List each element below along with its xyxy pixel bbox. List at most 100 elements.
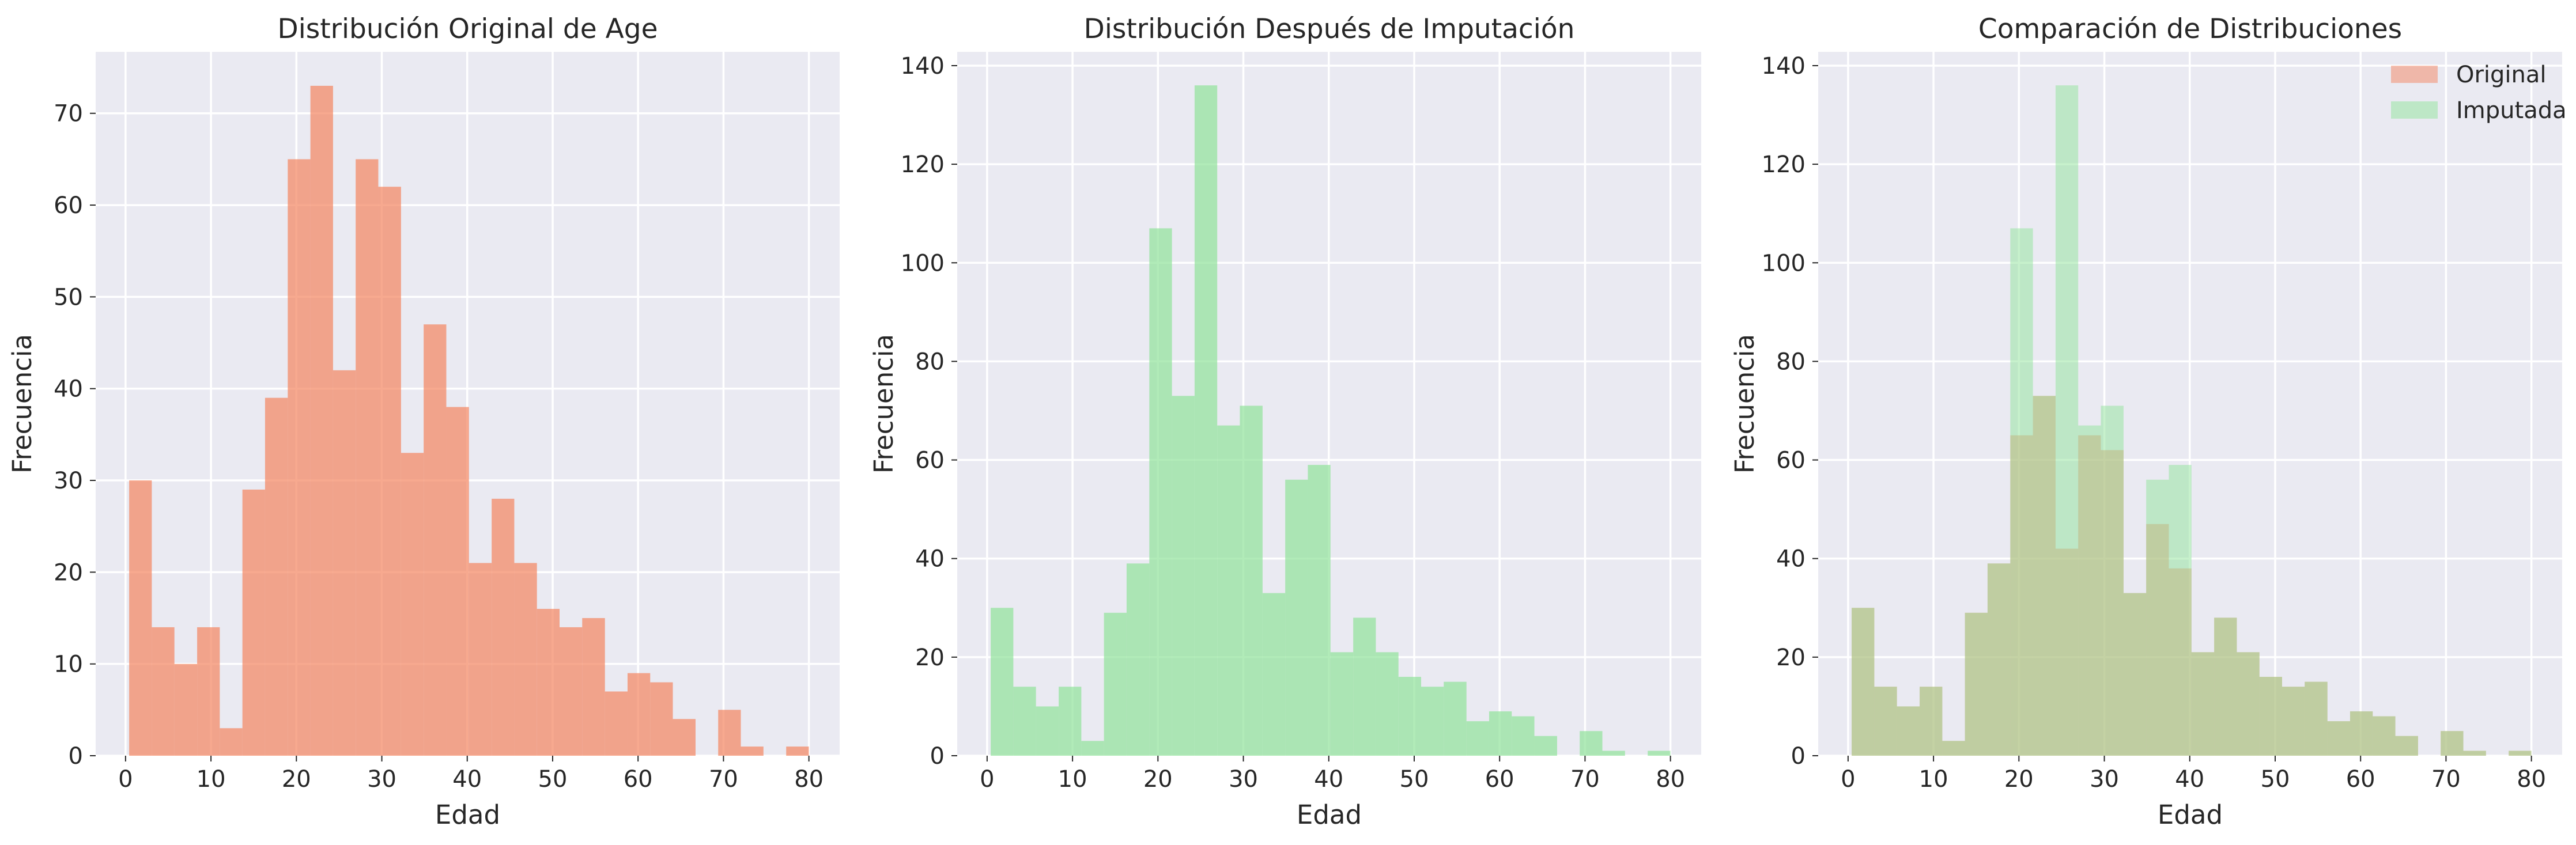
legend-swatch: [2391, 66, 2438, 83]
histogram-bar: [152, 627, 175, 756]
y-tick-label: 10: [54, 651, 83, 678]
histogram-bar: [288, 159, 311, 756]
histogram-bar: [197, 627, 220, 756]
histogram-bar: [1217, 425, 1240, 756]
histogram-bar: [2509, 751, 2532, 756]
x-tick-label: 60: [624, 766, 653, 793]
x-tick-label: 30: [1229, 766, 1258, 793]
x-axis-label: Edad: [435, 799, 500, 830]
histogram-bar: [1987, 563, 2011, 756]
y-tick-label: 20: [54, 559, 83, 586]
y-axis-label: Frecuencia: [868, 334, 899, 473]
histogram-bar: [1466, 721, 1489, 756]
histogram-bar: [991, 608, 1014, 756]
histogram-bar: [174, 664, 198, 756]
histogram-bar: [1534, 736, 1557, 756]
histogram-bar: [2033, 396, 2056, 756]
histogram-bar: [1398, 677, 1421, 756]
histogram-bar: [2169, 465, 2192, 756]
x-tick-label: 80: [2517, 766, 2546, 793]
x-tick-label: 70: [2431, 766, 2461, 793]
y-tick-label: 0: [69, 743, 83, 770]
x-axis-label: Edad: [1297, 799, 1362, 830]
histogram-bar: [356, 159, 379, 756]
x-tick-label: 10: [197, 766, 226, 793]
histogram-bar: [1285, 479, 1308, 756]
x-tick-label: 30: [2090, 766, 2119, 793]
x-tick-label: 20: [282, 766, 311, 793]
x-tick-label: 40: [2175, 766, 2204, 793]
legend: Original Imputada: [2391, 62, 2567, 124]
x-tick-label: 40: [452, 766, 482, 793]
histogram-bar: [2373, 716, 2396, 756]
histogram-bar: [1897, 706, 1920, 756]
histogram-bar: [446, 407, 469, 756]
histogram-bar: [1194, 85, 1218, 756]
histogram-bar: [1353, 617, 1376, 756]
histogram-bar: [220, 728, 243, 756]
histogram-bar: [2237, 652, 2260, 756]
histogram-bar: [1059, 687, 1082, 756]
x-tick-label: 70: [709, 766, 738, 793]
y-tick-label: 20: [915, 645, 945, 671]
x-tick-label: 40: [1314, 766, 1343, 793]
chart-title: Distribución Original de Age: [278, 13, 658, 45]
histogram-bar: [718, 710, 741, 756]
histogram-bar: [1602, 751, 1625, 756]
chart-panel-2: 0 10 20 30 40 50 60 70 80 0 20 40 60 80 100 120 140 Distr…: [868, 13, 1701, 830]
histogram-bar: [1444, 681, 1467, 756]
y-tick-label: 60: [1776, 448, 1806, 474]
x-axis-label: Edad: [2158, 799, 2223, 830]
y-tick-label: 100: [901, 250, 945, 276]
histogram-bar: [2101, 406, 2124, 756]
y-tick-label: 80: [915, 348, 945, 375]
chart-title: Distribución Después de Imputación: [1084, 13, 1575, 45]
x-tick-label: 20: [1143, 766, 1173, 793]
x-tick-label: 50: [1400, 766, 1429, 793]
histogram-bar: [129, 480, 152, 756]
y-tick-label: 120: [1762, 151, 1806, 178]
y-tick-label: 140: [1762, 53, 1806, 79]
histogram-bar: [1172, 396, 1195, 756]
histogram-bar: [2123, 593, 2147, 756]
histogram-bar: [1852, 608, 1875, 756]
x-tick-label: 60: [2346, 766, 2375, 793]
histogram-bar: [1036, 706, 1059, 756]
x-tick-label: 0: [118, 766, 133, 793]
x-tick-label: 80: [1656, 766, 1685, 793]
histogram-bar: [1648, 751, 1671, 756]
histogram-bar: [1126, 563, 1150, 756]
histogram-bar: [2282, 687, 2305, 756]
x-tick-label: 70: [1570, 766, 1600, 793]
series-1: [991, 85, 1671, 756]
x-tick-label: 10: [1919, 766, 1948, 793]
y-axis-label: Frecuencia: [7, 334, 37, 473]
y-tick-label: 50: [54, 284, 83, 310]
legend-label: Original: [2456, 62, 2547, 88]
histogram-bar: [242, 489, 265, 756]
histogram-bar: [559, 627, 583, 756]
legend-label: Imputada: [2456, 97, 2567, 124]
series-1: [129, 85, 809, 756]
histogram-bar: [537, 609, 560, 756]
histogram-bar: [2441, 731, 2464, 756]
histogram-bar: [2146, 479, 2169, 756]
histogram-bar: [741, 747, 764, 756]
histogram-bar: [310, 85, 333, 756]
y-tick-label: 40: [915, 546, 945, 573]
y-tick-label: 140: [901, 53, 945, 79]
histogram-bar: [1149, 228, 1172, 756]
histogram-bar: [1104, 612, 1127, 756]
histogram-bar: [1920, 687, 1943, 756]
histogram-bar: [1330, 652, 1354, 756]
histogram-bar: [1240, 406, 1263, 756]
histogram-bar: [2010, 228, 2033, 756]
chart-panel-3: 0 10 20 30 40 50 60 70 80 0 20 40 60 80 100 120 140 Compa…: [1729, 13, 2567, 830]
histogram-bar: [2395, 736, 2418, 756]
x-tick-label: 60: [1485, 766, 1514, 793]
y-tick-label: 60: [915, 448, 945, 474]
y-tick-label: 30: [54, 468, 83, 494]
y-tick-label: 0: [930, 743, 945, 770]
gridlines: [957, 52, 1701, 757]
